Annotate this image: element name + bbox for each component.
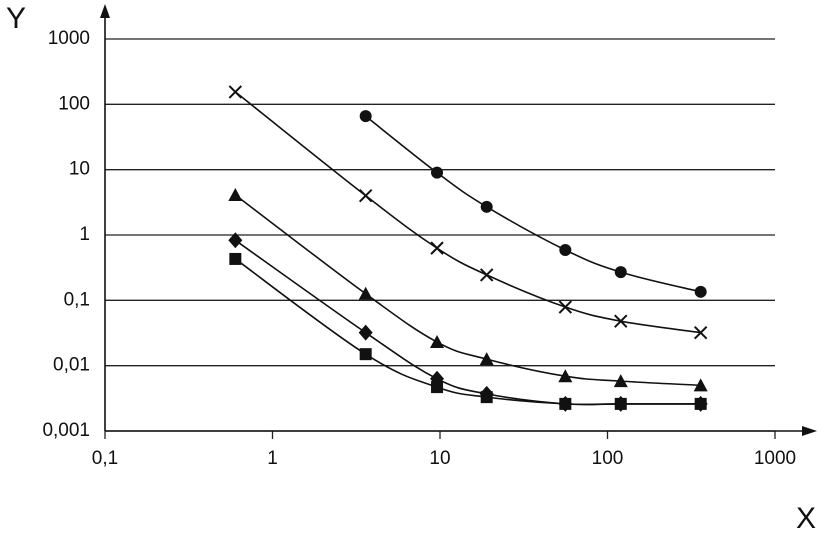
- marker: [558, 369, 573, 383]
- marker: [479, 352, 494, 366]
- marker: [358, 286, 373, 300]
- marker: [359, 348, 372, 361]
- marker: [480, 200, 493, 213]
- y-tick-label: 1: [79, 224, 90, 245]
- marker: [229, 252, 242, 265]
- series-line: [234, 91, 701, 334]
- marker: [480, 391, 493, 404]
- y-tick-label: 0,01: [53, 355, 90, 376]
- x-tick-label: 100: [592, 448, 624, 469]
- marker: [431, 166, 444, 179]
- series-line: [234, 258, 701, 406]
- y-tick-label: 1000: [48, 28, 90, 49]
- x-axis-arrow: [802, 426, 817, 436]
- y-tick-label: 10: [69, 159, 90, 180]
- marker: [693, 378, 708, 392]
- y-tick-label: 100: [58, 93, 90, 114]
- marker: [431, 381, 444, 394]
- marker: [614, 314, 628, 328]
- marker: [228, 85, 243, 99]
- marker: [614, 266, 627, 279]
- marker: [359, 110, 372, 123]
- marker: [694, 285, 707, 298]
- marker: [430, 241, 444, 255]
- marker: [614, 397, 627, 410]
- y-axis-title: Y: [6, 2, 26, 35]
- x-tick-label: 0,1: [92, 448, 118, 469]
- marker: [558, 300, 573, 314]
- marker: [430, 335, 445, 349]
- marker: [694, 397, 707, 410]
- marker: [559, 243, 572, 256]
- y-tick-label: 0,001: [42, 420, 90, 441]
- series-line: [365, 115, 701, 293]
- marker: [228, 187, 243, 201]
- marker: [358, 188, 373, 203]
- x-tick-label: 1: [267, 448, 278, 469]
- x-axis-title: X: [796, 502, 816, 535]
- marker: [613, 374, 628, 388]
- marker: [693, 325, 708, 340]
- marker: [358, 324, 373, 341]
- marker: [228, 232, 243, 249]
- y-axis-arrow: [100, 4, 110, 18]
- marker: [559, 397, 572, 410]
- x-tick-label: 1000: [754, 448, 796, 469]
- y-tick-label: 0,1: [64, 289, 90, 310]
- marker: [479, 268, 494, 282]
- x-tick-label: 10: [429, 448, 450, 469]
